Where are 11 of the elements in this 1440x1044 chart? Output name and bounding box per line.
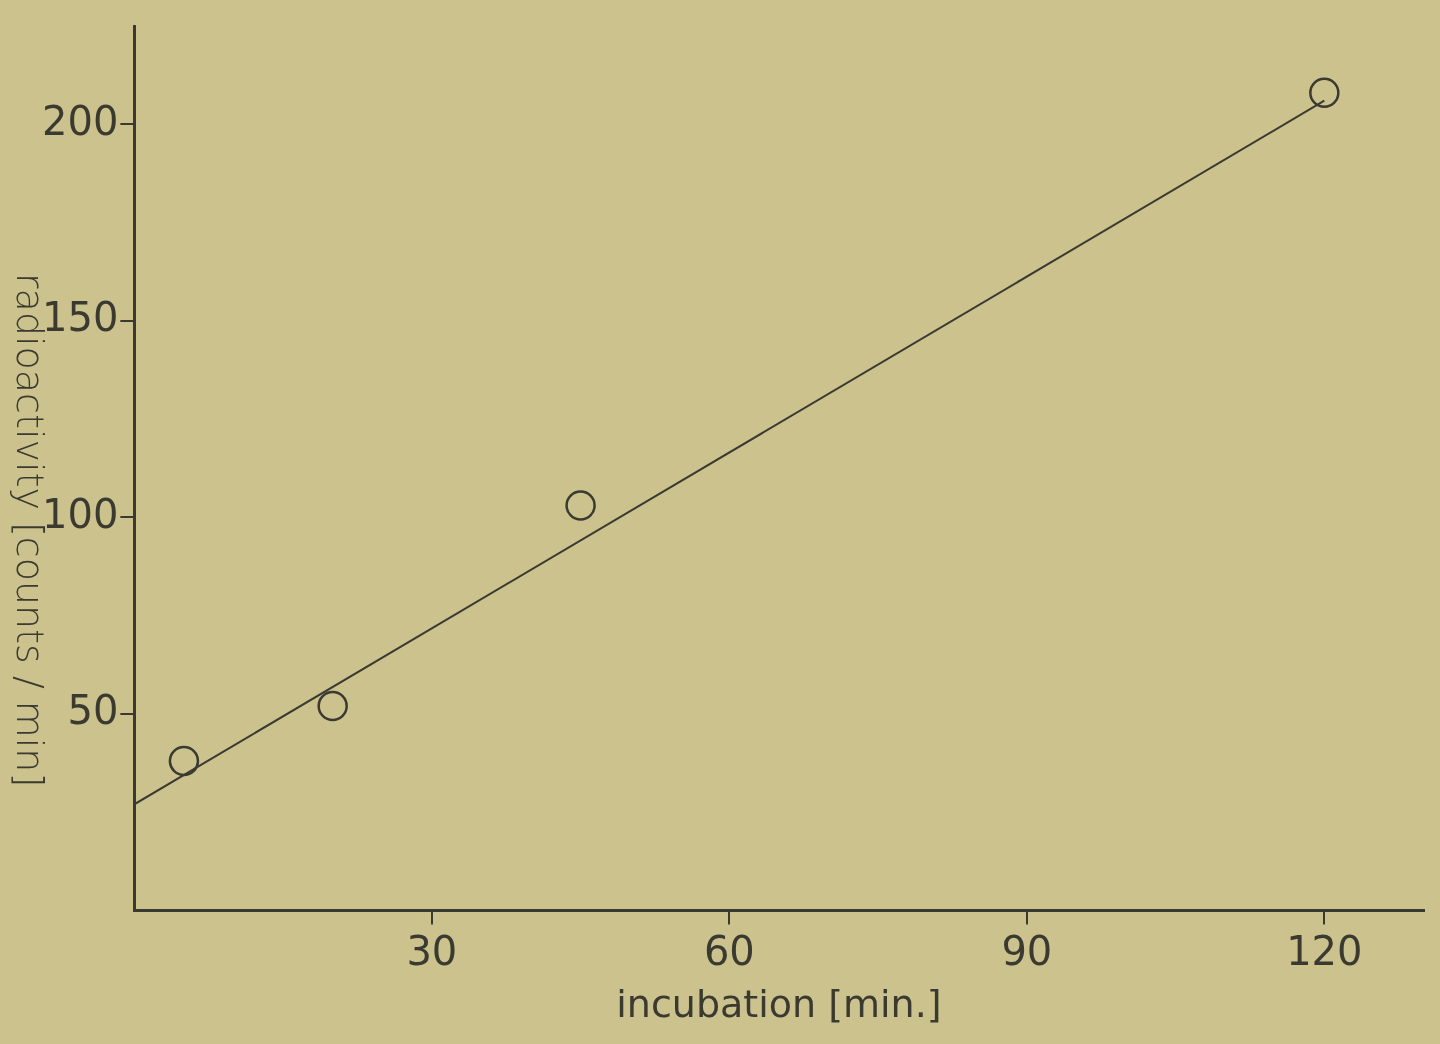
y-tick-label: 200 — [41, 97, 119, 144]
point — [565, 490, 596, 521]
x-tick-label: 60 — [703, 927, 755, 974]
x-axis-title: incubation [min.] — [616, 982, 942, 1027]
x-tick-label: 120 — [1286, 927, 1363, 974]
point — [317, 690, 348, 722]
x-tick-label: 30 — [406, 927, 458, 974]
x-tick-label: 90 — [1001, 927, 1053, 974]
point — [168, 745, 200, 777]
y-tick-label: 50 — [67, 687, 119, 734]
point — [1309, 77, 1340, 109]
